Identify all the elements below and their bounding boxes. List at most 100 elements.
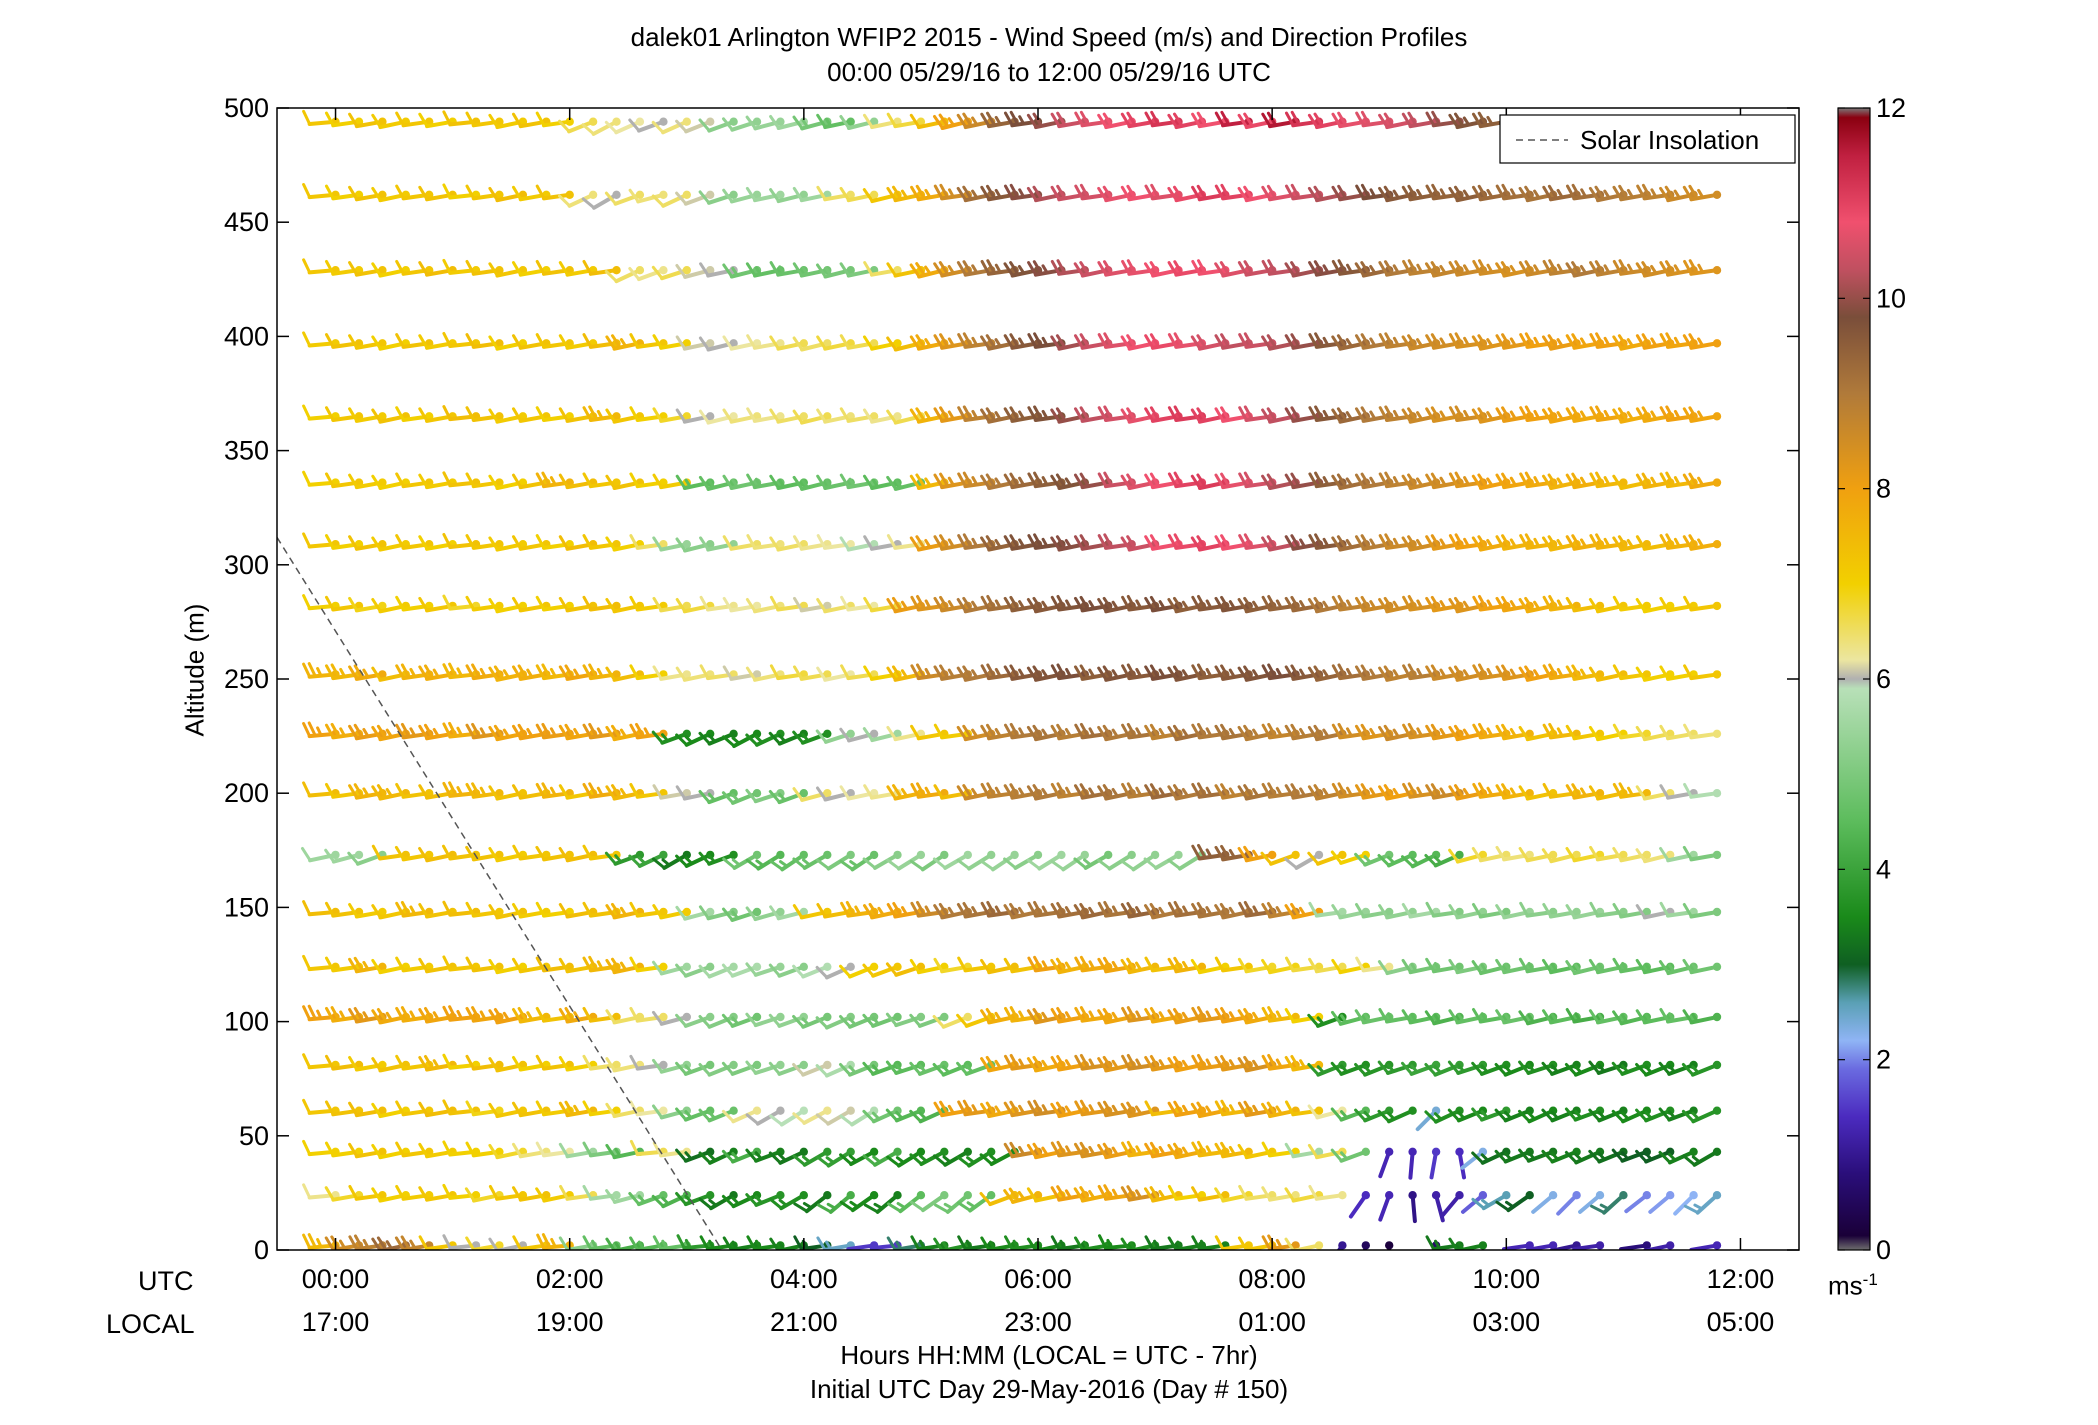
wind-barb (1471, 1191, 1511, 1211)
barb-flag (698, 1197, 713, 1210)
barb-flag (817, 1203, 833, 1214)
barb-flag (1214, 1142, 1225, 1158)
barb-flag (909, 1061, 922, 1076)
barb-flag (676, 1234, 686, 1250)
barb-flag (1018, 1058, 1026, 1069)
barb-staff (659, 1062, 689, 1074)
wind-barb (698, 1106, 738, 1123)
barb-flag (1135, 1058, 1143, 1069)
barb-dot (1033, 850, 1043, 860)
barb-dot (823, 1147, 832, 1157)
barb-flag (1214, 1235, 1225, 1250)
barb-dot (354, 850, 364, 860)
chart-subtitle: 00:00 05/29/16 to 12:00 05/29/16 UTC (827, 57, 1271, 87)
barb-flag (1050, 1186, 1061, 1202)
wind-barb (745, 1106, 785, 1126)
barb-dot (869, 1147, 879, 1157)
barb-flag (1167, 1101, 1178, 1117)
barb-flag (1167, 1057, 1178, 1072)
barb-flag (956, 1155, 971, 1168)
barb-flag (1111, 1059, 1119, 1070)
barb-flag (947, 1104, 955, 1115)
barb-flag (1635, 1108, 1648, 1122)
barb-flag (839, 1063, 852, 1077)
barb-flag (1027, 1100, 1038, 1116)
barb-flag (1197, 1140, 1207, 1157)
barb-staff (777, 1062, 806, 1076)
barb-flag (1261, 1102, 1272, 1118)
barb-flag (918, 1239, 926, 1250)
barb-dot (1314, 1241, 1324, 1250)
barb-flag (324, 1186, 335, 1202)
barb-flag (1495, 1200, 1510, 1212)
barb-staff (1556, 1193, 1579, 1216)
barb-flag (1266, 1101, 1278, 1117)
barb-staff (1378, 1193, 1392, 1222)
barb-flag (464, 1187, 476, 1203)
barb-flag (1410, 1064, 1419, 1074)
barb-flag (1158, 1190, 1166, 1200)
barb-flag (675, 1148, 688, 1163)
barb-dot (612, 1060, 621, 1070)
wind-barb (1531, 1191, 1558, 1214)
barb-flag (1340, 1151, 1349, 1161)
barb-dot (963, 1012, 972, 1022)
wind-barb (1377, 1106, 1417, 1124)
barb-flag (862, 1109, 876, 1123)
barb-dot (542, 1191, 551, 1200)
barb-flag (825, 1156, 835, 1164)
barb-flag (1667, 1110, 1677, 1120)
barb-flag (1541, 1108, 1554, 1122)
barb-flag (1017, 1191, 1026, 1201)
barb-flag (848, 1154, 858, 1163)
barb-flag (418, 1186, 429, 1202)
barb-dot (823, 1106, 832, 1115)
barb-flag (980, 1057, 991, 1072)
barb-flag (330, 1006, 341, 1022)
barb-dot (1712, 1106, 1722, 1115)
barb-flag (1032, 1142, 1044, 1158)
barb-flag (465, 1100, 476, 1116)
barb-flag (802, 1155, 812, 1164)
barb-dot (1033, 1191, 1043, 1200)
barb-staff (1502, 1243, 1532, 1250)
barb-flag (488, 1237, 499, 1250)
barb-flag (1457, 1063, 1466, 1073)
barb-dot (1314, 1106, 1324, 1115)
barb-flag (895, 1110, 904, 1120)
barb-dot (1244, 1147, 1253, 1157)
barb-flag (698, 1108, 711, 1122)
barb-flag (442, 1183, 452, 1200)
barb-staff (1460, 1149, 1485, 1170)
barb-staff (802, 1108, 830, 1125)
barb-dot (1712, 1060, 1722, 1070)
barb-flag (1447, 1060, 1460, 1075)
barb-flag (1330, 1148, 1343, 1163)
barb-dot (682, 962, 691, 971)
barb-dot (776, 962, 785, 971)
barb-flag (1199, 1239, 1207, 1250)
barb-dot (706, 1060, 715, 1070)
barb-dot (1619, 1191, 1628, 1200)
barb-dot (799, 1191, 808, 1200)
barb-flag (1590, 1204, 1606, 1215)
barb-flag (418, 1142, 429, 1158)
wind-barb (1429, 1147, 1441, 1180)
barb-dot (963, 1191, 972, 1200)
barb-flag (302, 1139, 312, 1156)
barb-flag (409, 1010, 417, 1021)
barb-flag (721, 1194, 735, 1208)
barb-flag (769, 1114, 784, 1126)
barb-dot (1572, 1191, 1581, 1200)
barb-flag (1425, 1235, 1436, 1250)
barb-flag (1012, 1239, 1020, 1250)
barb-flag (1144, 1142, 1155, 1158)
wind-barb (956, 1147, 996, 1168)
wind-barb (1385, 1241, 1394, 1250)
barb-flag (957, 1100, 967, 1116)
barb-dot (729, 1106, 738, 1115)
barb-flag (652, 1235, 663, 1250)
barb-dot (1127, 850, 1136, 860)
barb-flag (721, 1149, 735, 1163)
wind-barb (1556, 1191, 1581, 1216)
